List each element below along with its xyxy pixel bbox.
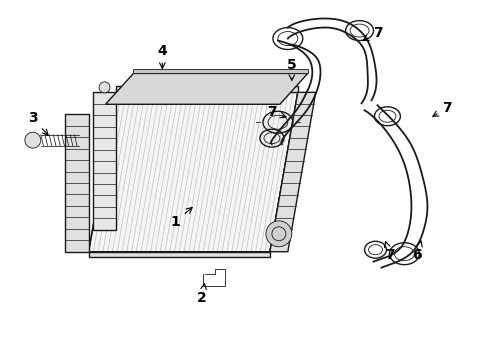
Text: 4: 4 (157, 44, 167, 68)
Text: 6: 6 (413, 241, 422, 262)
Polygon shape (93, 92, 117, 230)
Text: 7: 7 (363, 26, 382, 41)
Text: 3: 3 (28, 111, 48, 135)
Circle shape (25, 132, 41, 148)
Text: 1: 1 (171, 207, 192, 229)
Polygon shape (117, 86, 298, 92)
Circle shape (266, 221, 292, 247)
Polygon shape (89, 92, 298, 252)
Text: 7: 7 (267, 105, 286, 119)
Text: 7: 7 (385, 242, 394, 262)
Text: 5: 5 (287, 58, 296, 80)
Polygon shape (133, 69, 308, 73)
Polygon shape (89, 252, 270, 257)
Polygon shape (105, 73, 308, 104)
Polygon shape (65, 114, 89, 252)
Circle shape (99, 82, 110, 93)
Polygon shape (270, 92, 316, 252)
Text: 7: 7 (433, 101, 452, 116)
Text: 2: 2 (197, 284, 207, 305)
